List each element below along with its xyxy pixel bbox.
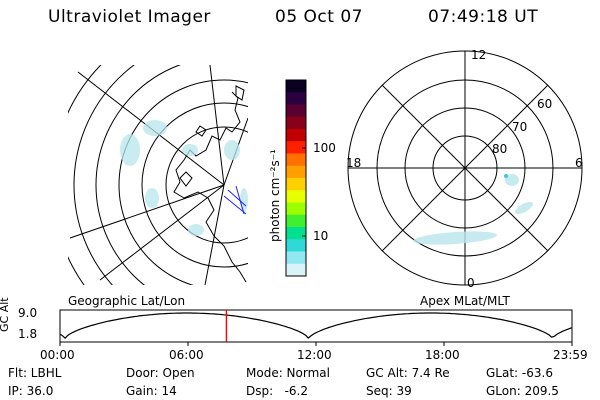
- gain-info: Gain: 14: [126, 384, 177, 398]
- coastline: [235, 85, 245, 101]
- filter-info: Flt: LBHL: [8, 366, 62, 380]
- geographic-map: [68, 65, 248, 285]
- timeline-y-tick: 9.0: [18, 306, 38, 320]
- meridian-line: [99, 184, 225, 281]
- latitude-circle: [95, 65, 248, 285]
- latitude-circle: [73, 65, 248, 285]
- auroral-oval: [413, 174, 533, 245]
- colorbar-tick-label: 100: [313, 141, 336, 155]
- colorbar-tick-label: 10: [313, 229, 329, 243]
- coastline: [195, 125, 207, 137]
- colorbar-swatch: [286, 214, 306, 228]
- bright-spot: [504, 174, 508, 178]
- glat-info: GLat: -63.6: [486, 366, 553, 380]
- timeline-frame: [59, 309, 573, 343]
- date-label: 05 Oct 07: [275, 7, 363, 27]
- colorbar-swatch: [286, 202, 306, 216]
- glon-info: GLon: 209.5: [486, 384, 559, 398]
- look-direction-line: [227, 189, 247, 207]
- apex-panel-label: Apex MLat/MLT: [420, 294, 510, 308]
- meridian-line: [209, 65, 225, 186]
- mlt-label-0: 0: [467, 276, 475, 290]
- timeline-x-tick: 23:59: [553, 348, 588, 362]
- mlt-label-12: 12: [471, 48, 487, 62]
- timeline-axis-label: GC Alt: [0, 297, 11, 332]
- meridian-line: [69, 184, 225, 239]
- timeline-x-tick: 06:00: [169, 348, 204, 362]
- colorbar-swatch: [286, 104, 306, 118]
- dsp-info: Dsp: -6.2: [246, 384, 309, 398]
- auroral-emission: [120, 120, 248, 236]
- colorbar-swatch: [286, 178, 306, 191]
- mlt-label-18: 18: [346, 156, 362, 170]
- colorbar-swatch: [286, 263, 306, 277]
- look-direction-line: [235, 185, 245, 215]
- mlat-label-80: 80: [492, 142, 508, 156]
- timeline-x-tick: 18:00: [425, 348, 460, 362]
- colorbar-swatch: [286, 251, 306, 265]
- colorbar-swatch: [286, 239, 306, 252]
- app-title: Ultraviolet Imager: [48, 7, 211, 27]
- colorbar-swatch: [286, 153, 306, 167]
- look-direction-line: [223, 195, 247, 215]
- door-info: Door: Open: [126, 366, 195, 380]
- meridian-line: [204, 184, 225, 285]
- colorbar-swatch: [286, 129, 306, 142]
- ip-info: IP: 36.0: [8, 384, 54, 398]
- colorbar-swatch: [286, 80, 306, 93]
- colorbar-unit-label: photon cm⁻²s⁻¹: [268, 149, 282, 242]
- timeline-x-tick: 00:00: [40, 348, 75, 362]
- colorbar-swatch: [286, 227, 306, 240]
- mlt-label-6: 6: [575, 156, 583, 170]
- colorbar-swatch: [286, 165, 306, 179]
- mode-info: Mode: Normal: [246, 366, 330, 380]
- coastline: [173, 91, 247, 283]
- gc-altitude-curve: [59, 312, 573, 340]
- colorbar-swatch: [286, 116, 306, 130]
- colorbar-swatch: [286, 141, 306, 154]
- colorbar-swatch: [286, 190, 306, 203]
- timeline-plot: [59, 309, 573, 346]
- magnetic-polar-plot: [347, 50, 583, 286]
- mlat-label-70: 70: [512, 120, 528, 134]
- coastline: [179, 171, 193, 187]
- mlat-label-60: 60: [537, 97, 553, 111]
- latitude-circle: [118, 79, 248, 285]
- mlt-line-diagonal: [381, 84, 549, 252]
- timeline-y-tick: 1.8: [18, 327, 38, 341]
- time-label: 07:49:18 UT: [428, 7, 539, 27]
- colorbar-swatch: [286, 92, 306, 105]
- seq-info: Seq: 39: [366, 384, 412, 398]
- color-scale-bar: [285, 79, 307, 277]
- latitude-circle: [141, 102, 248, 268]
- timeline-x-tick: 12:00: [297, 348, 332, 362]
- gc-alt-info: GC Alt: 7.4 Re: [366, 366, 450, 380]
- geographic-panel-label: Geographic Lat/Lon: [68, 294, 186, 308]
- latitude-circle: [165, 126, 248, 244]
